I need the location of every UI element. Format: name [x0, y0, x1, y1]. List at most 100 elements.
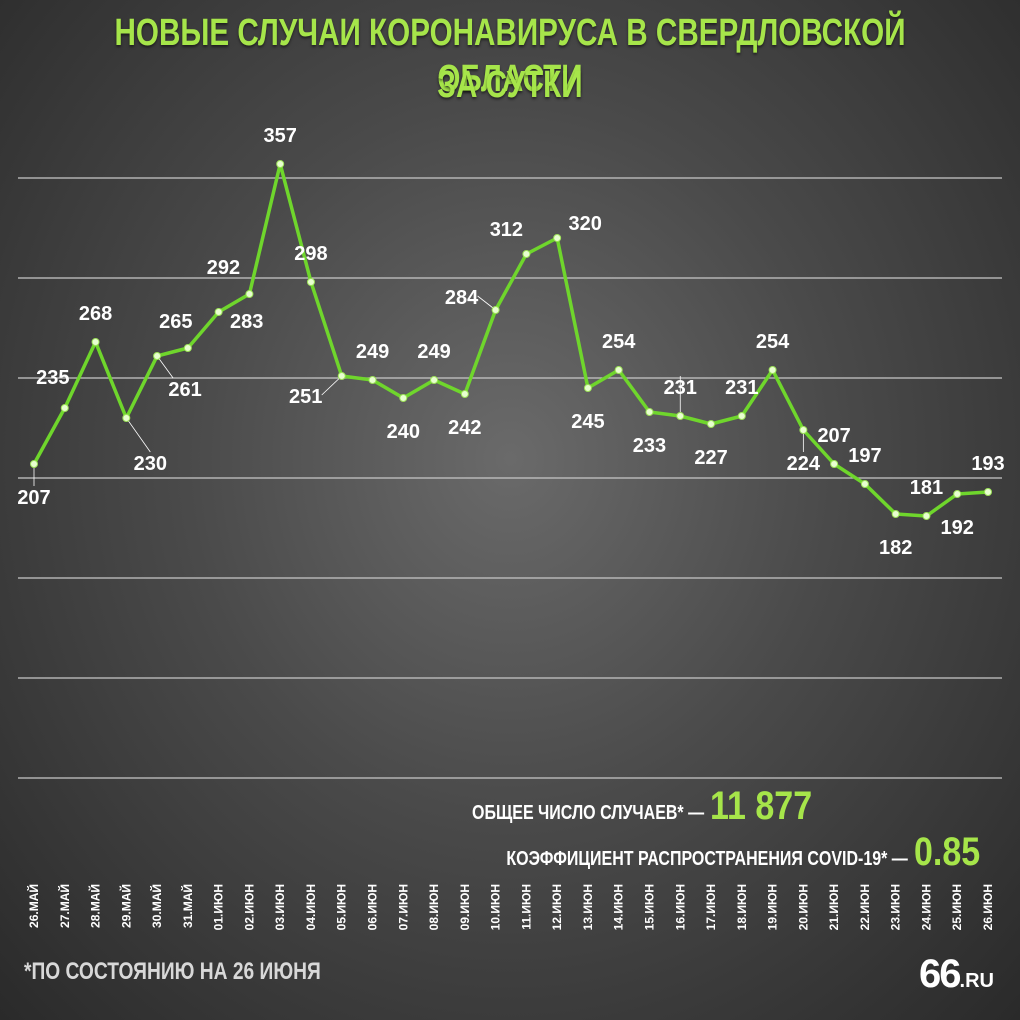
- data-point: [953, 490, 962, 498]
- data-point: [645, 408, 654, 416]
- x-axis-label: 26.МАЙ: [26, 884, 41, 928]
- chart-title-line2: ЗА СУТКИ: [437, 64, 583, 106]
- x-axis-label: 05.ИЮН: [335, 884, 349, 930]
- data-point: [306, 278, 315, 286]
- data-point: [522, 250, 531, 258]
- data-point: [153, 352, 162, 360]
- x-axis-label: 06.ИЮН: [366, 884, 380, 930]
- x-axis-label: 19.ИЮН: [766, 884, 780, 930]
- data-point: [707, 420, 716, 428]
- x-axis-label: 12.ИЮН: [550, 884, 564, 930]
- data-point: [984, 488, 992, 496]
- x-axis-label: 16.ИЮН: [673, 884, 687, 930]
- data-label: 320: [568, 213, 601, 235]
- data-label: 182: [879, 537, 912, 559]
- site-logo[interactable]: 66.RU: [919, 952, 994, 997]
- x-axis-label: 30.МАЙ: [149, 884, 164, 928]
- data-label: 261: [168, 379, 201, 401]
- data-point: [214, 308, 223, 316]
- data-label: 240: [387, 421, 420, 443]
- data-label: 207: [817, 425, 850, 447]
- data-label: 245: [571, 411, 604, 433]
- x-axis-label: 21.ИЮН: [827, 884, 841, 930]
- data-point: [91, 338, 100, 346]
- data-point: [830, 460, 839, 468]
- spread-coefficient-label: КОЭФФИЦИЕНТ РАСПРОСТРАНЕНИЯ COVID-19* —: [506, 848, 909, 870]
- chart-title-line1: НОВЫЕ СЛУЧАИ КОРОНАВИРУСА В СВЕРДЛОВСКОЙ…: [114, 12, 906, 100]
- data-point: [491, 306, 500, 314]
- x-axis-label: 10.ИЮН: [489, 884, 503, 930]
- data-label: 192: [941, 517, 974, 539]
- data-point: [337, 372, 346, 380]
- data-label: 207: [17, 487, 50, 509]
- x-axis-label: 26.ИЮН: [981, 884, 995, 930]
- total-cases-value: 11 877: [709, 784, 812, 828]
- x-axis-labels: 26.МАЙ 27.МАЙ 28.МАЙ 29.МАЙ 30.МАЙ 31.МАЙ 01.И…: [26, 884, 995, 930]
- x-axis-label: 17.ИЮН: [704, 884, 718, 930]
- gridlines: [18, 177, 1002, 779]
- spread-coefficient: КОЭФФИЦИЕНТ РАСПРОСТРАНЕНИЯ COVID-19* —0…: [406, 830, 992, 875]
- data-label: 265: [159, 311, 192, 333]
- data-point: [245, 290, 254, 298]
- data-point: [768, 366, 777, 374]
- data-label: 224: [787, 453, 821, 475]
- data-label: 193: [971, 453, 1004, 475]
- data-point: [430, 376, 439, 384]
- x-axis-label: 08.ИЮН: [427, 884, 441, 930]
- data-label: 181: [910, 477, 943, 499]
- data-point: [583, 384, 592, 392]
- data-point: [799, 426, 808, 434]
- data-point: [676, 412, 685, 420]
- x-axis-label: 24.ИЮН: [919, 884, 933, 930]
- data-label: 230: [134, 453, 167, 475]
- x-axis-label: 25.ИЮН: [950, 884, 964, 930]
- data-point: [30, 460, 38, 468]
- x-axis-label: 01.ИЮН: [212, 884, 226, 930]
- data-point: [368, 376, 377, 384]
- x-axis-label: 13.ИЮН: [581, 884, 595, 930]
- data-label: 242: [448, 417, 481, 439]
- data-point: [399, 394, 408, 402]
- data-label: 312: [490, 219, 523, 241]
- data-label: 197: [848, 445, 881, 467]
- x-axis-label: 28.МАЙ: [88, 884, 103, 928]
- leader-line: [156, 355, 174, 379]
- data-label: 254: [756, 331, 790, 353]
- data-label: 233: [633, 435, 666, 457]
- data-point: [460, 390, 469, 398]
- total-cases-label: ОБЩЕЕ ЧИСЛО СЛУЧАЕВ* —: [471, 802, 704, 824]
- x-axis-label: 11.ИЮН: [519, 884, 533, 930]
- x-axis-label: 29.МАЙ: [118, 884, 133, 928]
- footnote: *ПО СОСТОЯНИЮ НА 26 ИЮНЯ: [24, 958, 321, 985]
- data-point: [183, 344, 192, 352]
- x-axis-label: 02.ИЮН: [242, 884, 256, 930]
- x-axis-label: 23.ИЮН: [889, 884, 903, 930]
- data-point: [553, 234, 562, 242]
- data-point: [922, 512, 931, 520]
- data-label: 298: [294, 243, 327, 265]
- data-point: [614, 366, 623, 374]
- data-label: 283: [230, 311, 263, 333]
- data-label: 292: [207, 257, 240, 279]
- x-axis-label: 04.ИЮН: [304, 884, 318, 930]
- logo-number: 66: [919, 952, 961, 996]
- data-point: [891, 510, 900, 518]
- x-axis-label: 27.МАЙ: [57, 884, 72, 928]
- data-label: 249: [417, 341, 450, 363]
- data-point: [60, 404, 69, 412]
- spread-coefficient-value: 0.85: [914, 830, 981, 874]
- data-label: 357: [264, 125, 297, 147]
- data-point: [737, 412, 746, 420]
- x-axis-label: 09.ИЮН: [458, 884, 472, 930]
- x-axis-label: 07.ИЮН: [396, 884, 410, 930]
- x-axis-label: 18.ИЮН: [735, 884, 749, 930]
- data-label: 251: [289, 386, 322, 408]
- data-labels: 207 235 268 230 261 265 283 292 357 298 251 249 240 2…: [17, 125, 1004, 559]
- data-label: 235: [36, 367, 69, 389]
- data-label: 227: [694, 447, 727, 469]
- data-label: 268: [79, 303, 112, 325]
- data-label: 284: [445, 287, 479, 309]
- data-label: 231: [664, 377, 697, 399]
- logo-domain: .RU: [959, 970, 994, 992]
